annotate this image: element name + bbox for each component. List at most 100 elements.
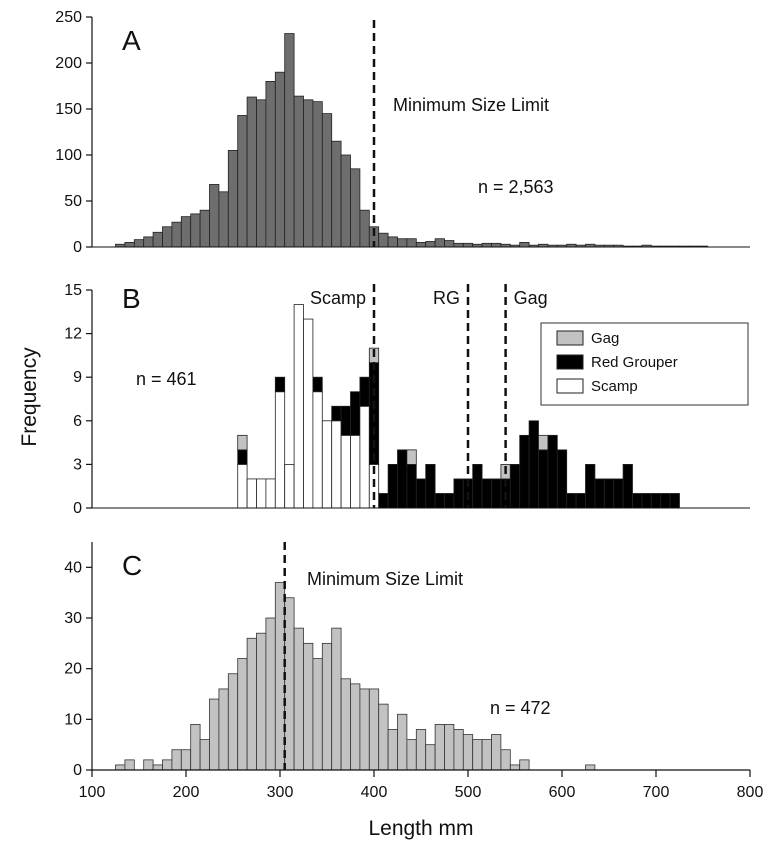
- panel-c-bar: [415, 729, 427, 771]
- x-tick-label: 200: [173, 784, 200, 801]
- panel-b-bar-scamp: [303, 318, 314, 509]
- panel-b-bar-red-grouper: [387, 463, 398, 509]
- panel-b-bar-red-grouper: [453, 478, 464, 509]
- panel-a-bar: [124, 241, 135, 248]
- panel-a-bar: [246, 96, 257, 248]
- panel-a-bar: [350, 168, 361, 248]
- panel-a-bar: [152, 231, 163, 248]
- panel-a-y-tick-label: 250: [55, 9, 82, 26]
- panel-a-bar: [265, 81, 276, 248]
- panel-b-y-tick-label: 15: [64, 282, 82, 299]
- panel-a-label: A: [122, 25, 141, 56]
- panel-b-bar-scamp: [312, 391, 323, 509]
- legend-label-scamp: Scamp: [591, 378, 638, 395]
- panel-c-bar: [462, 734, 474, 771]
- panel-c-line-label: Minimum Size Limit: [307, 569, 463, 589]
- panel-c-bar: [199, 739, 210, 771]
- panel-c-y-tick-label: 20: [64, 661, 82, 678]
- panel-c-y-tick-label: 10: [64, 711, 82, 728]
- panel-b-bar-red-grouper: [481, 478, 492, 509]
- panel-c-bar: [265, 617, 276, 771]
- x-tick-label: 700: [643, 784, 670, 801]
- panel-b-bar-scamp: [350, 434, 361, 509]
- panel-c-bar: [444, 724, 455, 771]
- panel-a-bar: [256, 99, 267, 248]
- panel-c-bar: [397, 713, 408, 771]
- panel-b-bar-scamp: [246, 478, 257, 509]
- panel-a-bar: [209, 184, 220, 248]
- panel-b-limit-label-rg: RG: [433, 288, 460, 308]
- panel-b-bar-red-grouper: [585, 463, 596, 509]
- panel-c-bar: [218, 688, 229, 771]
- panel-b-bar-scamp: [293, 304, 304, 509]
- panel-c-label: C: [122, 550, 142, 581]
- panel-b-bar-red-grouper: [528, 420, 539, 509]
- panel-b-bar-scamp: [256, 478, 267, 509]
- panel-a-bar: [171, 221, 182, 248]
- panel-b-bar-red-grouper: [425, 463, 436, 509]
- panel-c-y-tick-label: 0: [73, 762, 82, 779]
- panel-a-bar: [190, 213, 201, 248]
- panel-c-y-axis: 0 10 20 30 40: [64, 542, 93, 779]
- panel-c-bar: [453, 729, 464, 771]
- panel-b-bar-red-grouper: [491, 478, 502, 509]
- panel-a-bar: [378, 232, 389, 248]
- panel-b-bar-red-grouper: [350, 391, 361, 436]
- panel-a-bars: [115, 33, 709, 248]
- panel-a-bar: [284, 33, 295, 248]
- panel-a-bar: [218, 191, 229, 248]
- panel-b-bar-red-grouper: [331, 405, 342, 422]
- panel-b-bar-red-grouper: [434, 493, 445, 509]
- x-tick-label: 500: [455, 784, 482, 801]
- panel-c-bar: [378, 703, 389, 771]
- panel-c-bar: [500, 749, 511, 771]
- panel-c-bar: [406, 739, 417, 771]
- panel-a-line-label: Minimum Size Limit: [393, 95, 549, 115]
- panel-b-bar-red-grouper: [538, 449, 549, 509]
- panel-b-bar-scamp: [274, 391, 286, 509]
- panel-b-y-tick-label: 0: [73, 500, 82, 517]
- panel-c-bar: [143, 759, 154, 771]
- panel-b-bar-red-grouper: [660, 493, 671, 509]
- panel-c-bar: [284, 597, 295, 771]
- panel-b-bar-red-grouper: [406, 463, 417, 509]
- panel-a-bar: [199, 209, 210, 248]
- panel-b-bar-red-grouper: [274, 376, 286, 393]
- panel-a-bar: [406, 238, 417, 248]
- panel-b-bar-red-grouper: [613, 478, 624, 509]
- panel-a-bar: [453, 242, 464, 248]
- panel-c-bar: [246, 637, 257, 771]
- panel-b-bar-scamp: [237, 463, 248, 509]
- panel-a-bar: [227, 149, 239, 248]
- panel-a-bar: [425, 241, 436, 248]
- panel-a-y-tick-label: 0: [73, 239, 82, 256]
- panel-b-bar-red-grouper: [650, 493, 662, 509]
- panel-b-y-tick-label: 9: [73, 369, 82, 386]
- panel-c-bar: [303, 642, 314, 771]
- panel-c-bar: [350, 683, 361, 771]
- panel-c-bar: [491, 734, 502, 771]
- panel-a-bar: [162, 226, 173, 248]
- panel-a-bar: [462, 242, 474, 248]
- panel-b-bar-red-grouper: [509, 463, 521, 509]
- x-tick-label: 600: [549, 784, 576, 801]
- panel-a: 0 50 100 150 200 250 A Minimum Size Limit n =…: [55, 9, 750, 256]
- x-tick-label: 400: [361, 784, 388, 801]
- x-axis-title: Length mm: [368, 817, 473, 840]
- panel-a-bar: [143, 236, 154, 248]
- legend-label-gag: Gag: [591, 330, 619, 347]
- panel-c-n-label: n = 472: [490, 698, 551, 718]
- panel-c: 0 10 20 30 40 C Minimum Size Limit n = 472: [64, 542, 596, 779]
- panel-b-bar-red-grouper: [575, 493, 586, 509]
- panel-a-bar: [444, 240, 455, 248]
- panel-a-bar: [434, 238, 445, 248]
- panel-a-bar: [303, 99, 314, 248]
- panel-b-bar-red-grouper: [444, 493, 455, 509]
- panel-c-bar: [237, 658, 248, 771]
- panel-c-bar: [585, 764, 596, 771]
- panel-c-bar: [472, 739, 483, 771]
- y-axis-title: Frequency: [18, 347, 41, 447]
- panel-b-bar-red-grouper: [566, 493, 577, 509]
- panel-c-bar: [331, 627, 342, 771]
